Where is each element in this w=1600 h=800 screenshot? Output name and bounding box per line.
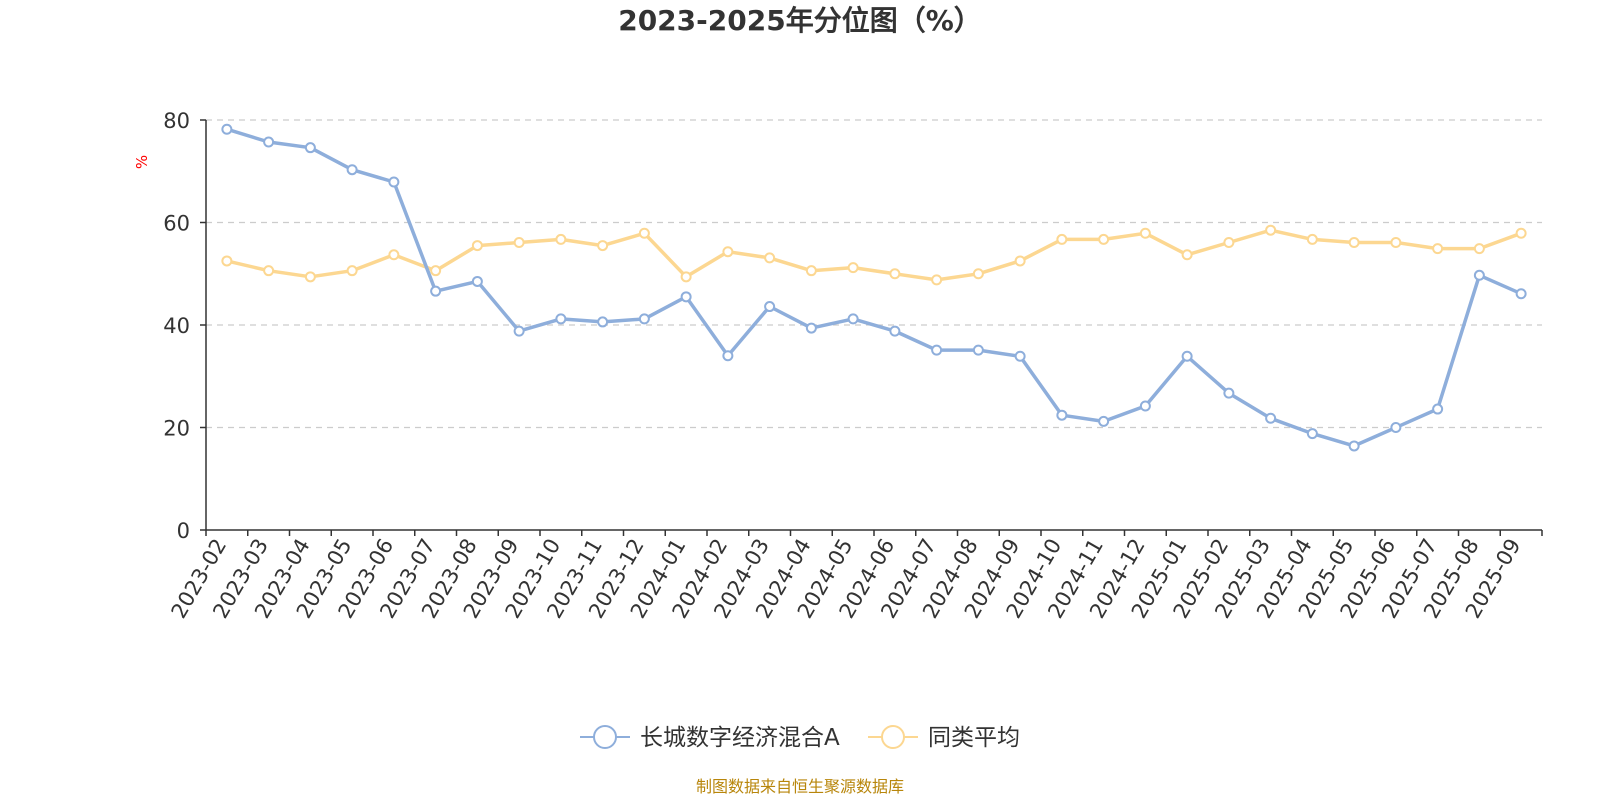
legend-label: 同类平均	[928, 725, 1020, 751]
data-point[interactable]	[680, 271, 692, 283]
y-tick-label: 60	[163, 212, 190, 236]
legend-marker-icon	[881, 725, 905, 749]
data-point[interactable]	[555, 313, 567, 325]
data-point[interactable]	[1014, 350, 1026, 362]
data-point[interactable]	[388, 176, 400, 188]
data-point[interactable]	[1432, 243, 1444, 255]
data-point[interactable]	[263, 136, 275, 148]
data-point[interactable]	[471, 240, 483, 252]
data-point[interactable]	[263, 265, 275, 277]
data-point[interactable]	[722, 246, 734, 258]
data-point[interactable]	[1473, 243, 1485, 255]
series-lines	[221, 123, 1527, 452]
data-point[interactable]	[638, 227, 650, 239]
data-point[interactable]	[1515, 227, 1527, 239]
data-point[interactable]	[638, 313, 650, 325]
data-point[interactable]	[430, 265, 442, 277]
data-point[interactable]	[471, 275, 483, 287]
data-point[interactable]	[221, 123, 233, 135]
data-point[interactable]	[597, 316, 609, 328]
data-point[interactable]	[1223, 236, 1235, 248]
data-point[interactable]	[972, 344, 984, 356]
data-point[interactable]	[805, 322, 817, 334]
data-point[interactable]	[1348, 236, 1360, 248]
data-point[interactable]	[1098, 233, 1110, 245]
data-point[interactable]	[1473, 269, 1485, 281]
y-tick-label: 0	[177, 519, 190, 543]
data-point[interactable]	[1223, 387, 1235, 399]
data-point[interactable]	[1139, 400, 1151, 412]
data-point[interactable]	[1056, 409, 1068, 421]
data-point[interactable]	[680, 291, 692, 303]
legend-marker-icon	[593, 725, 617, 749]
data-point[interactable]	[1098, 415, 1110, 427]
legend: 长城数字经济混合A 同类平均	[580, 725, 1020, 751]
y-tick-label: 80	[163, 109, 190, 133]
data-point[interactable]	[931, 344, 943, 356]
y-tick-label: 40	[163, 314, 190, 338]
legend-item-1[interactable]: 同类平均	[868, 725, 1020, 751]
data-point[interactable]	[1306, 233, 1318, 245]
data-point[interactable]	[388, 249, 400, 261]
source-attribution: 制图数据来自恒生聚源数据库	[696, 777, 904, 796]
data-point[interactable]	[889, 325, 901, 337]
data-point[interactable]	[764, 252, 776, 264]
data-point[interactable]	[346, 265, 358, 277]
data-point[interactable]	[346, 164, 358, 176]
data-point[interactable]	[1432, 403, 1444, 415]
chart-title: 2023-2025年分位图（%）	[618, 4, 982, 37]
data-point[interactable]	[847, 262, 859, 274]
series-line-1	[225, 228, 1523, 282]
data-point[interactable]	[1056, 233, 1068, 245]
data-point[interactable]	[889, 268, 901, 280]
data-point[interactable]	[1348, 440, 1360, 452]
y-axis-label: %	[133, 155, 151, 169]
data-point[interactable]	[1265, 224, 1277, 236]
legend-item-0[interactable]: 长城数字经济混合A	[580, 725, 840, 751]
data-point[interactable]	[847, 313, 859, 325]
data-point[interactable]	[221, 255, 233, 267]
data-point[interactable]	[513, 236, 525, 248]
data-point[interactable]	[1306, 428, 1318, 440]
data-point[interactable]	[1014, 255, 1026, 267]
data-point[interactable]	[931, 274, 943, 286]
data-point[interactable]	[1265, 412, 1277, 424]
series-line-0	[225, 127, 1523, 448]
data-point[interactable]	[805, 265, 817, 277]
data-point[interactable]	[1181, 249, 1193, 261]
data-point[interactable]	[1181, 350, 1193, 362]
axes: 0204060802023-022023-032023-042023-05202…	[163, 109, 1543, 622]
data-point[interactable]	[1390, 236, 1402, 248]
data-point[interactable]	[722, 350, 734, 362]
data-point[interactable]	[764, 301, 776, 313]
data-point[interactable]	[430, 285, 442, 297]
data-point[interactable]	[1515, 288, 1527, 300]
data-point[interactable]	[555, 233, 567, 245]
data-point[interactable]	[972, 268, 984, 280]
grid-lines	[206, 119, 1542, 429]
data-point[interactable]	[1390, 422, 1402, 433]
data-point[interactable]	[513, 325, 525, 337]
data-point[interactable]	[304, 142, 316, 154]
legend-label: 长城数字经济混合A	[640, 725, 840, 751]
data-point[interactable]	[597, 240, 609, 252]
data-point[interactable]	[1139, 227, 1151, 239]
data-point[interactable]	[304, 271, 316, 283]
y-tick-label: 20	[163, 417, 190, 441]
